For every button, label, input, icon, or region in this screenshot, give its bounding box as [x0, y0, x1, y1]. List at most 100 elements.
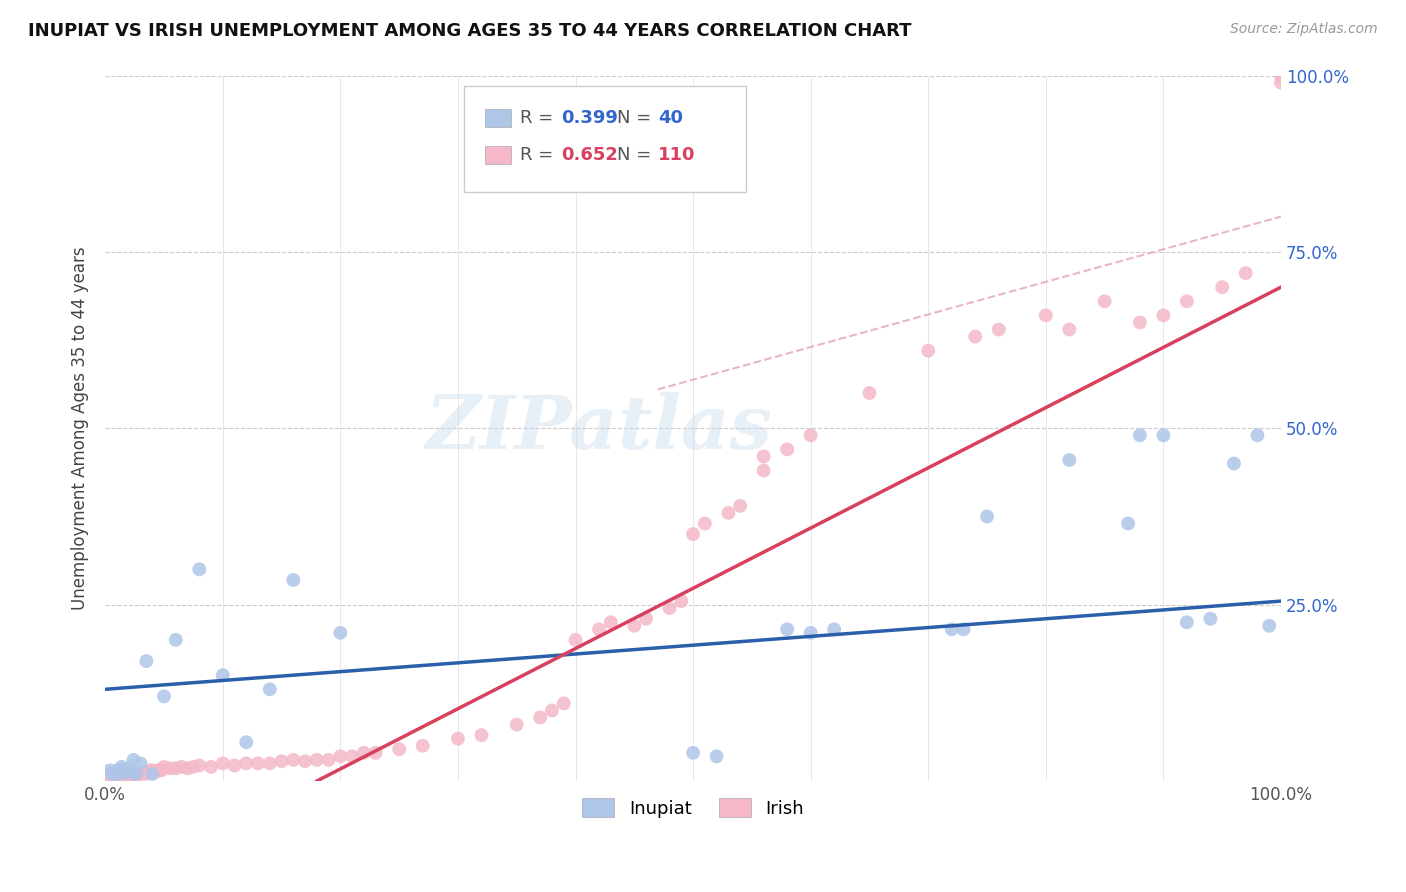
Point	[976, 509, 998, 524]
Point	[599, 615, 621, 630]
Point	[283, 573, 305, 587]
Text: INUPIAT VS IRISH UNEMPLOYMENT AMONG AGES 35 TO 44 YEARS CORRELATION CHART: INUPIAT VS IRISH UNEMPLOYMENT AMONG AGES…	[28, 22, 911, 40]
Point	[108, 767, 131, 781]
Point	[141, 764, 163, 778]
Point	[111, 768, 134, 782]
Point	[114, 768, 136, 782]
Point	[100, 768, 122, 782]
Point	[470, 728, 492, 742]
Point	[153, 690, 176, 704]
Point	[412, 739, 434, 753]
Point	[111, 767, 134, 781]
Point	[165, 632, 187, 647]
Text: N =: N =	[617, 109, 657, 127]
Text: Source: ZipAtlas.com: Source: ZipAtlas.com	[1230, 22, 1378, 37]
Point	[235, 735, 257, 749]
Point	[103, 768, 125, 782]
Point	[135, 654, 157, 668]
Point	[1129, 428, 1152, 442]
Point	[110, 768, 132, 782]
Point	[658, 601, 681, 615]
Point	[529, 710, 551, 724]
Point	[1152, 309, 1174, 323]
Text: 40: 40	[658, 109, 683, 127]
Point	[127, 767, 149, 781]
Point	[104, 768, 127, 782]
Point	[104, 768, 127, 782]
Point	[283, 753, 305, 767]
Point	[141, 767, 163, 781]
Point	[1258, 619, 1281, 633]
Point	[98, 768, 121, 782]
Point	[682, 746, 704, 760]
Point	[176, 761, 198, 775]
Point	[776, 623, 799, 637]
Point	[706, 749, 728, 764]
Point	[120, 768, 142, 782]
Point	[1175, 294, 1198, 309]
Point	[134, 767, 156, 781]
Point	[188, 562, 211, 576]
Point	[917, 343, 939, 358]
Point	[800, 428, 823, 442]
Point	[800, 625, 823, 640]
FancyBboxPatch shape	[485, 110, 510, 127]
Point	[122, 768, 145, 782]
Point	[1234, 266, 1257, 280]
Point	[1059, 322, 1081, 336]
Point	[728, 499, 751, 513]
Point	[693, 516, 716, 531]
Y-axis label: Unemployment Among Ages 35 to 44 years: Unemployment Among Ages 35 to 44 years	[72, 246, 89, 610]
Point	[1059, 453, 1081, 467]
Point	[146, 764, 169, 778]
Point	[114, 767, 136, 781]
Point	[1175, 615, 1198, 630]
Point	[183, 760, 205, 774]
Point	[132, 765, 155, 780]
Point	[235, 756, 257, 771]
Point	[118, 768, 141, 782]
Point	[752, 464, 775, 478]
Point	[165, 761, 187, 775]
Point	[111, 767, 134, 781]
Point	[101, 767, 124, 781]
Point	[329, 625, 352, 640]
Point	[259, 756, 281, 771]
Point	[110, 767, 132, 781]
Point	[776, 442, 799, 457]
Point	[120, 764, 142, 778]
FancyBboxPatch shape	[485, 146, 510, 164]
Point	[125, 767, 148, 781]
Point	[104, 767, 127, 781]
Point	[941, 623, 963, 637]
Point	[112, 764, 135, 778]
Point	[105, 767, 128, 781]
Point	[506, 717, 529, 731]
Point	[118, 767, 141, 781]
Point	[340, 749, 363, 764]
Point	[107, 768, 129, 782]
Point	[153, 760, 176, 774]
Point	[112, 767, 135, 781]
Point	[117, 768, 139, 782]
Point	[541, 703, 564, 717]
Point	[129, 767, 152, 781]
Point	[115, 767, 138, 781]
Point	[124, 767, 146, 781]
Point	[318, 753, 340, 767]
Point	[118, 761, 141, 775]
Point	[111, 760, 134, 774]
Point	[159, 761, 181, 775]
Point	[1152, 428, 1174, 442]
Point	[97, 768, 120, 782]
Point	[270, 754, 292, 768]
Point	[139, 764, 162, 778]
Point	[101, 768, 124, 782]
Point	[247, 756, 270, 771]
Point	[211, 668, 233, 682]
Point	[623, 619, 645, 633]
Point	[129, 756, 152, 771]
Point	[1270, 69, 1292, 83]
Point	[952, 623, 974, 637]
Point	[634, 612, 657, 626]
